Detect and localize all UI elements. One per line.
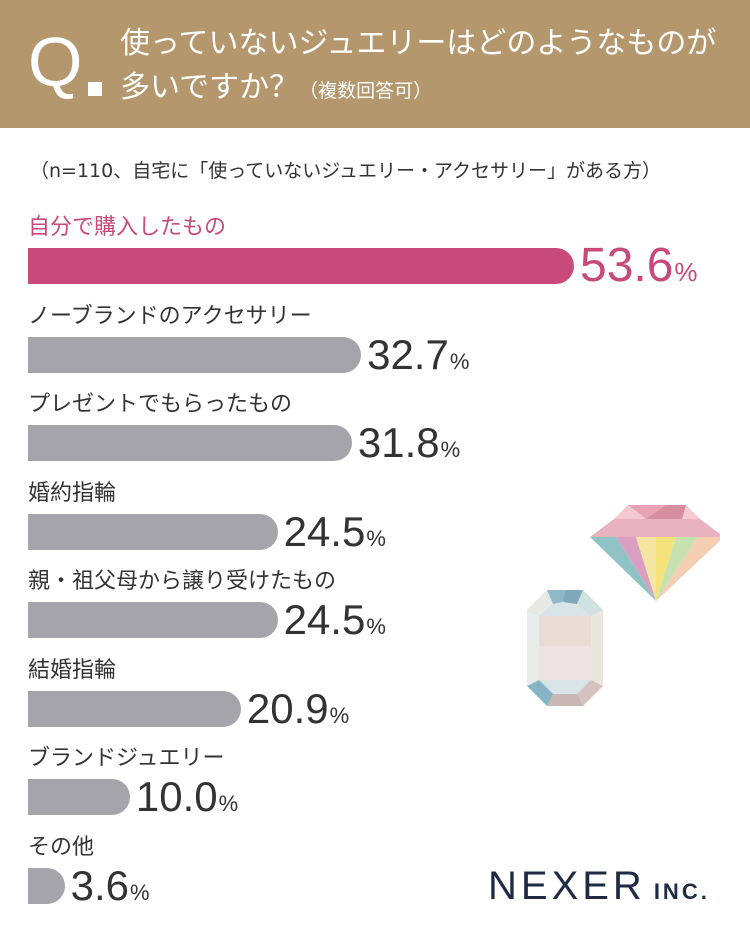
bar-row: プレゼントでもらったもの 31.8% <box>0 391 750 491</box>
bar-value-number: 10.0 <box>135 773 218 820</box>
bar-label: プレゼントでもらったもの <box>28 392 293 417</box>
bar-value-unit: % <box>366 614 386 639</box>
nexer-logo: NEXER INC. <box>488 864 710 909</box>
bar-value-unit: % <box>674 257 698 287</box>
bar-value-unit: % <box>218 791 239 816</box>
bar <box>28 779 130 815</box>
bar-value-label: 53.6% <box>580 242 698 296</box>
bar <box>28 513 278 550</box>
bar-value-label: 24.5% <box>284 596 386 651</box>
bar-value-unit: % <box>366 525 386 551</box>
bar-value-number: 20.9 <box>246 684 329 732</box>
q-mark: Q <box>28 23 83 101</box>
bar-value-number: 31.8 <box>357 419 440 466</box>
bar-label: 婚約指輪 <box>28 480 117 506</box>
gemstone-icon <box>527 590 603 706</box>
bar-row: 自分で購入したもの 53.6% <box>0 214 750 314</box>
bar-value-label: 20.9% <box>247 685 349 740</box>
brand-name: NEXER <box>488 864 646 908</box>
bar-row: その他 3.6% <box>0 834 750 934</box>
bar-label: 自分で購入したもの <box>28 215 227 240</box>
bar-value-unit: % <box>440 437 461 462</box>
bar-value-unit: % <box>130 879 150 905</box>
bar-value-label: 32.7% <box>367 331 469 386</box>
question-main: 使っていないジュエリーはどのようなものが多いですか？ <box>120 26 717 105</box>
bar-row: 結婚指輪 20.9% <box>0 657 750 757</box>
bar <box>28 248 574 284</box>
diamond-icon <box>590 505 720 601</box>
jewel-illustration <box>527 505 720 706</box>
bar-label: 親・祖父母から譲り受けたもの <box>28 569 337 594</box>
bar <box>28 690 241 727</box>
bar-value-label: 10.0% <box>136 773 238 828</box>
bar-value-label: 31.8% <box>358 419 460 474</box>
bar-label: ブランドジュエリー <box>28 746 225 771</box>
bar-label: 結婚指輪 <box>28 657 117 683</box>
bar <box>28 336 362 373</box>
bar-row: ノーブランドのアクセサリー 32.7% <box>0 303 750 403</box>
bar-value-label: 3.6% <box>71 862 150 917</box>
question-header: Q 使っていないジュエリーはどのようなものが多いですか？（複数回答可） <box>0 0 750 128</box>
sample-note: （n=110、自宅に「使っていないジュエリー・アクセサリー」がある方） <box>30 160 661 182</box>
bar-value-number: 24.5 <box>283 596 366 643</box>
bar-row: 婚約指輪 24.5% <box>0 480 750 580</box>
bar <box>28 602 278 638</box>
bar-value-label: 24.5% <box>284 508 386 563</box>
bar-value-number: 53.6 <box>580 239 674 292</box>
bar-row: ブランドジュエリー 10.0% <box>0 745 750 845</box>
brand-suffix: INC. <box>653 879 710 904</box>
question-sub: （複数回答可） <box>299 80 433 102</box>
bar-value-unit: % <box>449 348 470 374</box>
bar <box>28 425 352 461</box>
bar-row: 親・祖父母から譲り受けたもの 24.5% <box>0 568 750 668</box>
bar-value-number: 32.7 <box>367 330 449 378</box>
bar-label: その他 <box>28 834 95 860</box>
q-dot <box>88 82 102 96</box>
bar-value-number: 24.5 <box>283 507 366 555</box>
bar-label: ノーブランドのアクセサリー <box>28 303 312 329</box>
question-text: 使っていないジュエリーはどのようなものが多いですか？（複数回答可） <box>120 22 740 113</box>
bar-value-number: 3.6 <box>70 861 130 909</box>
bar-value-unit: % <box>329 702 350 728</box>
bar <box>28 867 65 904</box>
